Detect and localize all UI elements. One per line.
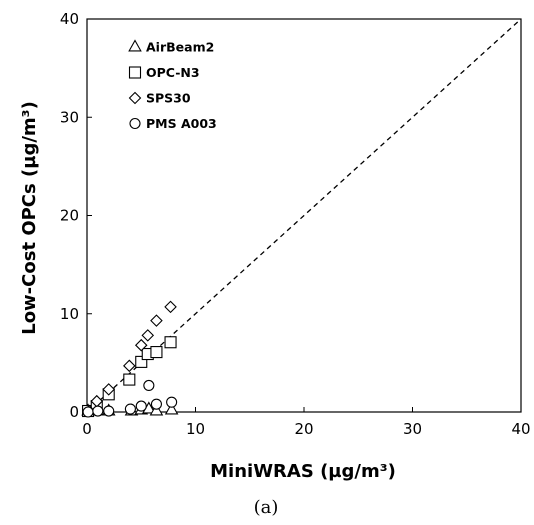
legend: AirBeam2 OPC-N3 SPS30 PMS A003: [128, 39, 217, 131]
reference-line-layer: [86, 18, 522, 413]
pms-a003-point: [143, 379, 155, 392]
opc-n3-point: [164, 336, 177, 349]
y-axis-title: Low-Cost OPCs (µg/m³): [19, 101, 40, 335]
figure-caption: (a): [254, 497, 279, 518]
airbeam2-point: [164, 402, 179, 415]
legend-marker-pms-a003: [129, 117, 141, 130]
legend-marker-sps30: [128, 91, 142, 105]
legend-marker-airbeam2: [128, 39, 142, 52]
sps30-point: [141, 329, 155, 342]
x-axis-title: MiniWRAS (µg/m³): [210, 461, 396, 482]
axes: 0 10 20 30 40 0 10 20 30 40: [60, 10, 531, 438]
sps30-point: [164, 300, 177, 314]
legend-label-sps30: SPS30: [146, 91, 191, 106]
one-to-one-line: [86, 18, 522, 413]
x-tick-label: 10: [186, 420, 205, 438]
y-tick-label: 20: [60, 207, 79, 225]
y-tick-label: 30: [60, 108, 79, 126]
opc-n3-point: [123, 373, 136, 386]
pms-a003-point: [92, 405, 104, 417]
pms-a003-point: [124, 403, 136, 415]
x-tick-label: 30: [403, 420, 422, 438]
pms-a003-point: [103, 405, 115, 417]
legend-label-opc-n3: OPC-N3: [146, 65, 200, 80]
pms-a003-point: [135, 400, 147, 412]
sps30-point: [150, 314, 163, 327]
pms-a003-point: [150, 398, 162, 410]
y-tick-label: 0: [69, 403, 79, 421]
sps30-point: [134, 338, 148, 352]
opc-n3-point: [135, 355, 148, 368]
sps30-point: [102, 383, 115, 396]
x-tick-label: 0: [82, 420, 92, 438]
legend-label-pms-a003: PMS A003: [146, 116, 217, 131]
y-tick-label: 10: [60, 305, 79, 323]
data-points-layer: [81, 300, 179, 418]
x-tick-label: 20: [294, 420, 313, 438]
airbeam2-point: [149, 403, 164, 416]
opc-n3-point: [150, 346, 163, 359]
legend-label-airbeam2: AirBeam2: [146, 40, 214, 55]
sps30-point: [123, 359, 136, 373]
legend-marker-opc-n3: [128, 66, 142, 79]
y-tick-label: 40: [60, 10, 79, 28]
pms-a003-point: [166, 396, 178, 408]
pms-a003-point: [82, 406, 94, 418]
x-tick-label: 40: [511, 420, 530, 438]
